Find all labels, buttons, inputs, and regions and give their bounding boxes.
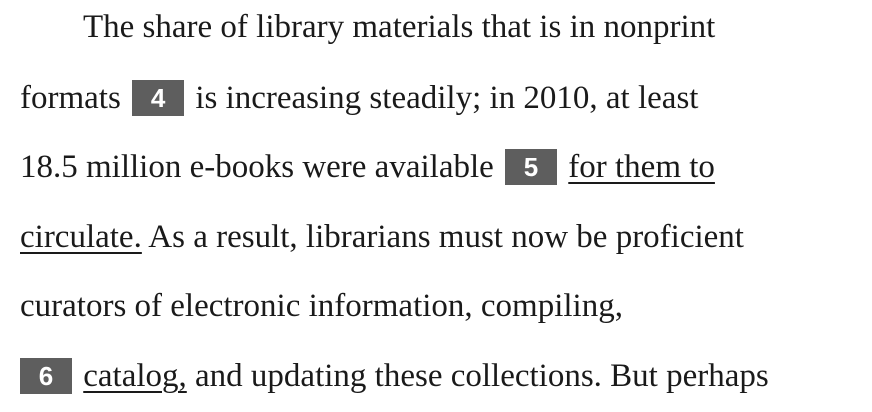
passage-text: is increasing steadily; in 2010, at leas…	[195, 80, 699, 116]
passage-text: and updating these collections. But perh…	[195, 358, 769, 394]
underlined-phrase-5: circulate.	[20, 219, 142, 255]
passage-text: 18.5 million e-books were available	[20, 149, 494, 185]
question-marker-5[interactable]: 5	[505, 149, 558, 186]
passage-line: circulate. As a result, librarians must …	[20, 215, 744, 259]
passage-text: formats	[20, 80, 121, 116]
question-marker-4[interactable]: 4	[132, 80, 185, 117]
passage-line: curators of electronic information, comp…	[20, 284, 623, 328]
passage-text: curators of electronic information, comp…	[20, 288, 623, 324]
passage-line: The share of library materials that is i…	[83, 5, 715, 49]
passage-line: 6 catalog, and updating these collection…	[20, 354, 769, 398]
passage-text: As a result, librarians must now be prof…	[148, 219, 744, 255]
passage-line: 18.5 million e-books were available 5 fo…	[20, 145, 715, 189]
underlined-phrase-6: catalog,	[83, 358, 187, 394]
passage-line: formats 4 is increasing steadily; in 201…	[20, 76, 698, 120]
question-marker-6[interactable]: 6	[20, 358, 72, 395]
underlined-phrase-5: for them to	[568, 149, 715, 185]
passage-text: The share of library materials that is i…	[83, 9, 716, 45]
